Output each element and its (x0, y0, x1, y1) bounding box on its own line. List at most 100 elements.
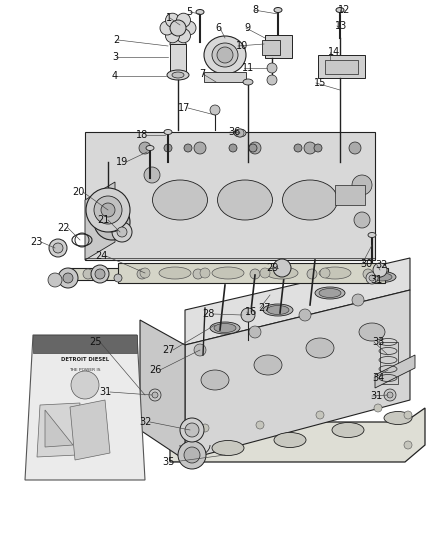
Circle shape (299, 309, 311, 321)
Circle shape (316, 411, 324, 419)
Circle shape (94, 204, 130, 240)
Circle shape (256, 421, 264, 429)
Text: 35: 35 (162, 457, 175, 467)
Text: 23: 23 (31, 237, 43, 247)
Circle shape (139, 142, 151, 154)
Circle shape (182, 21, 196, 35)
Bar (380, 342, 398, 384)
Circle shape (349, 142, 361, 154)
Text: 27: 27 (258, 303, 271, 313)
Circle shape (91, 265, 109, 283)
Text: 11: 11 (242, 63, 254, 73)
Circle shape (140, 268, 150, 278)
Text: 29: 29 (266, 263, 279, 273)
Ellipse shape (212, 440, 244, 456)
Ellipse shape (319, 288, 341, 297)
Polygon shape (204, 72, 246, 82)
Text: 18: 18 (136, 130, 148, 140)
Circle shape (193, 269, 203, 279)
Circle shape (404, 441, 412, 449)
Circle shape (217, 47, 233, 63)
Circle shape (201, 424, 209, 432)
Circle shape (249, 144, 257, 152)
Circle shape (71, 371, 99, 399)
Text: 12: 12 (338, 5, 350, 15)
Circle shape (404, 411, 412, 419)
Text: 5: 5 (186, 7, 192, 17)
Circle shape (53, 243, 63, 253)
Polygon shape (185, 290, 410, 460)
Text: 21: 21 (98, 215, 110, 225)
Circle shape (384, 389, 396, 401)
Text: 25: 25 (89, 337, 102, 347)
Ellipse shape (336, 7, 344, 12)
Polygon shape (325, 60, 358, 74)
Ellipse shape (315, 287, 345, 299)
Text: 6: 6 (216, 23, 222, 33)
Circle shape (304, 142, 316, 154)
Text: 4: 4 (112, 71, 118, 81)
Circle shape (260, 268, 270, 278)
Ellipse shape (201, 370, 229, 390)
Circle shape (250, 269, 260, 279)
Circle shape (117, 227, 127, 237)
Text: 8: 8 (252, 5, 258, 15)
Text: 9: 9 (244, 23, 250, 33)
Circle shape (177, 29, 191, 43)
Circle shape (170, 20, 186, 36)
Circle shape (249, 326, 261, 338)
Circle shape (48, 273, 62, 287)
Text: THE POWER IS: THE POWER IS (69, 368, 101, 372)
Text: 32: 32 (140, 417, 152, 427)
Polygon shape (33, 335, 137, 353)
Ellipse shape (170, 40, 186, 48)
Polygon shape (85, 132, 375, 260)
Circle shape (236, 129, 244, 137)
Ellipse shape (274, 432, 306, 448)
Circle shape (267, 63, 277, 73)
Circle shape (184, 447, 200, 463)
Ellipse shape (368, 232, 376, 238)
Ellipse shape (214, 324, 236, 333)
Polygon shape (170, 44, 186, 72)
Text: 7: 7 (199, 69, 205, 79)
Circle shape (137, 269, 147, 279)
Text: 30: 30 (360, 259, 372, 269)
Text: 16: 16 (245, 307, 257, 317)
Circle shape (294, 144, 302, 152)
Circle shape (49, 239, 67, 257)
Circle shape (320, 268, 330, 278)
Text: 33: 33 (372, 337, 384, 347)
Ellipse shape (212, 267, 244, 279)
Polygon shape (118, 263, 385, 283)
Text: 31: 31 (370, 275, 382, 285)
Circle shape (273, 259, 291, 277)
Ellipse shape (243, 79, 253, 85)
Text: 24: 24 (95, 251, 108, 261)
Text: 36: 36 (228, 127, 240, 137)
Circle shape (249, 142, 261, 154)
Polygon shape (170, 408, 425, 462)
Circle shape (363, 269, 373, 279)
Circle shape (181, 428, 189, 436)
Circle shape (185, 423, 199, 437)
Circle shape (374, 404, 382, 412)
Circle shape (200, 268, 210, 278)
Ellipse shape (306, 338, 334, 358)
Circle shape (160, 21, 174, 35)
Polygon shape (25, 335, 145, 480)
Circle shape (166, 29, 180, 43)
Circle shape (352, 294, 364, 306)
Circle shape (95, 269, 105, 279)
Ellipse shape (159, 267, 191, 279)
Text: 31: 31 (100, 387, 112, 397)
Text: 32: 32 (375, 260, 387, 270)
Bar (335, 185, 365, 205)
Text: 14: 14 (328, 47, 340, 57)
Polygon shape (265, 35, 292, 58)
Circle shape (194, 344, 206, 356)
Polygon shape (262, 40, 280, 55)
Circle shape (86, 188, 130, 232)
Text: 20: 20 (73, 187, 85, 197)
Circle shape (387, 392, 393, 398)
